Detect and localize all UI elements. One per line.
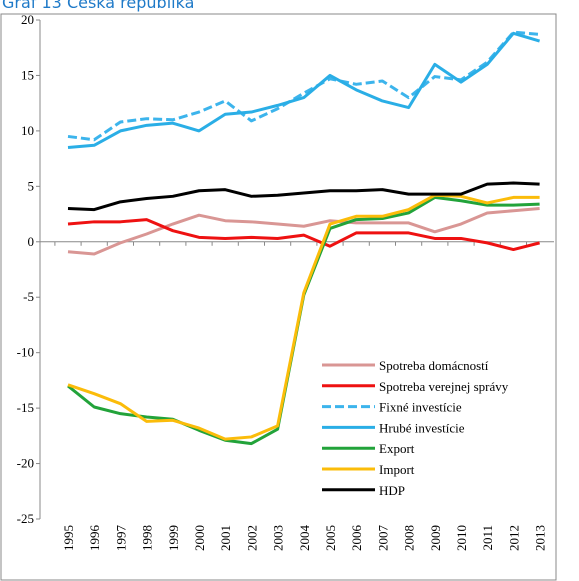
y-tick-label: 15 — [21, 67, 34, 82]
x-tick-label: 2001 — [218, 525, 233, 551]
y-tick-label: 10 — [21, 123, 34, 138]
legend-label: HDP — [379, 483, 405, 498]
y-tick-label: 5 — [28, 178, 35, 193]
x-tick-label: 1995 — [61, 525, 76, 551]
x-tick-label: 2009 — [428, 525, 443, 551]
x-tick-label: 1999 — [166, 525, 181, 551]
chart-title: Graf 13 Česká republika — [2, 0, 194, 12]
x-tick-label: 2005 — [323, 525, 338, 551]
x-tick-label: 1998 — [140, 525, 155, 551]
x-tick-label: 2000 — [192, 525, 207, 551]
series-line — [67, 31, 541, 150]
x-tick-label: 2008 — [402, 525, 417, 551]
legend-label: Fixné investície — [379, 400, 462, 415]
y-tick-label: 0 — [28, 234, 35, 249]
x-tick-label: 2013 — [533, 525, 548, 551]
legend-label: Hrubé investície — [379, 420, 465, 435]
legend-label: Spotreba domácností — [379, 358, 489, 373]
x-tick-label: 2007 — [375, 525, 390, 552]
y-tick-label: -15 — [17, 400, 34, 415]
series-line — [67, 30, 540, 142]
y-tick-label: -25 — [17, 511, 34, 526]
x-tick-label: 2006 — [349, 525, 364, 552]
x-tick-label: 1997 — [113, 525, 128, 552]
series-line — [67, 193, 540, 441]
x-tick-label: 2011 — [480, 525, 495, 551]
x-tick-label: 2004 — [297, 525, 312, 552]
series-line — [67, 181, 540, 212]
legend-label: Export — [379, 441, 415, 456]
y-tick-label: -5 — [23, 289, 34, 304]
series-line — [67, 218, 540, 252]
x-tick-label: 2003 — [271, 525, 286, 551]
series-line — [67, 207, 540, 256]
legend-label: Spotreba verejnej správy — [379, 379, 509, 394]
x-tick-label: 1996 — [87, 525, 102, 552]
y-tick-label: 20 — [21, 12, 34, 27]
y-tick-label: -20 — [17, 456, 34, 471]
x-tick-label: 2010 — [454, 525, 469, 551]
x-tick-label: 2012 — [506, 525, 521, 551]
legend-label: Import — [379, 462, 415, 477]
chart-frame — [0, 13, 557, 581]
y-tick-label: -10 — [17, 345, 34, 360]
x-tick-label: 2002 — [244, 525, 259, 551]
